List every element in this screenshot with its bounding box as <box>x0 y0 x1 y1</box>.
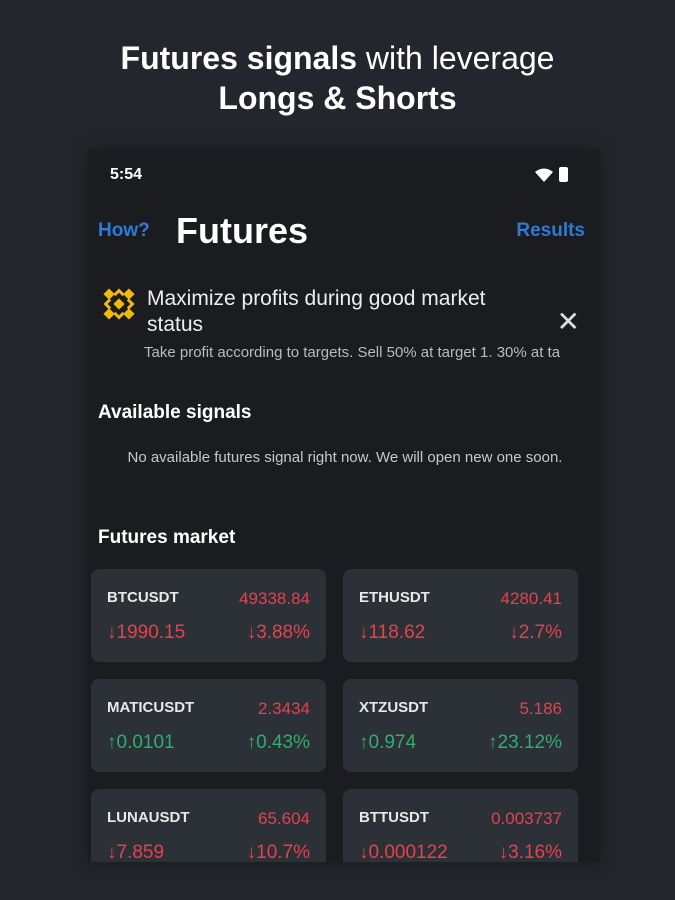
status-icons <box>535 167 568 182</box>
market-card[interactable]: LUNAUSDT 65.604 ↓7.859 ↓10.7% <box>91 789 326 862</box>
symbol: BTCUSDT <box>107 589 179 606</box>
price: 0.003737 <box>491 809 562 828</box>
status-time: 5:54 <box>110 166 143 183</box>
change-value: ↑0.0101 <box>107 732 175 753</box>
price: 65.604 <box>258 809 310 828</box>
market-grid: BTCUSDT 49338.84 ↓1990.15 ↓3.88% ETHUSDT 428… <box>91 569 578 862</box>
how-link[interactable]: How? <box>98 220 150 241</box>
banner-title: Maximize profits during good market stat… <box>147 287 486 336</box>
results-link[interactable]: Results <box>516 220 585 241</box>
page-title: Futures <box>176 210 309 251</box>
market-card[interactable]: BTTUSDT 0.003737 ↓0.000122 ↓3.16% <box>343 789 578 862</box>
phone-screen: 5:54 How? Futures Results Maximize profi… <box>88 150 600 862</box>
market-card[interactable]: MATICUSDT 2.3434 ↑0.0101 ↑0.43% <box>91 679 326 772</box>
market-card[interactable]: ETHUSDT 4280.41 ↓118.62 ↓2.7% <box>343 569 578 662</box>
price: 4280.41 <box>500 589 562 608</box>
binance-logo-icon <box>103 288 135 320</box>
change-percent: ↑0.43% <box>246 732 310 753</box>
price: 5.186 <box>519 699 562 718</box>
no-signals-message: No available futures signal right now. W… <box>127 449 563 466</box>
market-card[interactable]: XTZUSDT 5.186 ↑0.974 ↑23.12% <box>343 679 578 772</box>
change-value: ↓7.859 <box>107 842 165 862</box>
symbol: XTZUSDT <box>359 699 429 716</box>
change-percent: ↓3.16% <box>498 842 562 862</box>
change-percent: ↓10.7% <box>246 842 310 862</box>
change-value: ↓0.000122 <box>359 842 448 862</box>
available-signals-heading: Available signals <box>98 402 252 423</box>
change-percent: ↓2.7% <box>509 622 562 643</box>
change-value: ↓118.62 <box>359 622 426 643</box>
change-value: ↑0.974 <box>359 732 417 753</box>
price: 2.3434 <box>258 699 310 718</box>
price: 49338.84 <box>239 589 310 608</box>
change-percent: ↓3.88% <box>246 622 310 643</box>
change-percent: ↑23.12% <box>488 732 562 753</box>
wifi-icon <box>535 168 553 182</box>
headline-rest: with leverage <box>357 40 555 76</box>
symbol: MATICUSDT <box>107 699 195 716</box>
banner-subtitle: Take profit according to targets. Sell 5… <box>144 344 560 361</box>
symbol: LUNAUSDT <box>107 809 190 826</box>
headline-bold: Futures signals <box>120 40 358 76</box>
symbol: ETHUSDT <box>359 589 430 606</box>
headline-line2: Longs & Shorts <box>218 80 457 116</box>
close-icon[interactable]: ✕ <box>556 306 580 337</box>
battery-icon <box>559 167 568 182</box>
symbol: BTTUSDT <box>359 809 429 826</box>
futures-market-heading: Futures market <box>98 527 236 548</box>
change-value: ↓1990.15 <box>107 622 186 643</box>
market-card[interactable]: BTCUSDT 49338.84 ↓1990.15 ↓3.88% <box>91 569 326 662</box>
promo-headline: Futures signals with leverage Longs & Sh… <box>0 38 675 118</box>
